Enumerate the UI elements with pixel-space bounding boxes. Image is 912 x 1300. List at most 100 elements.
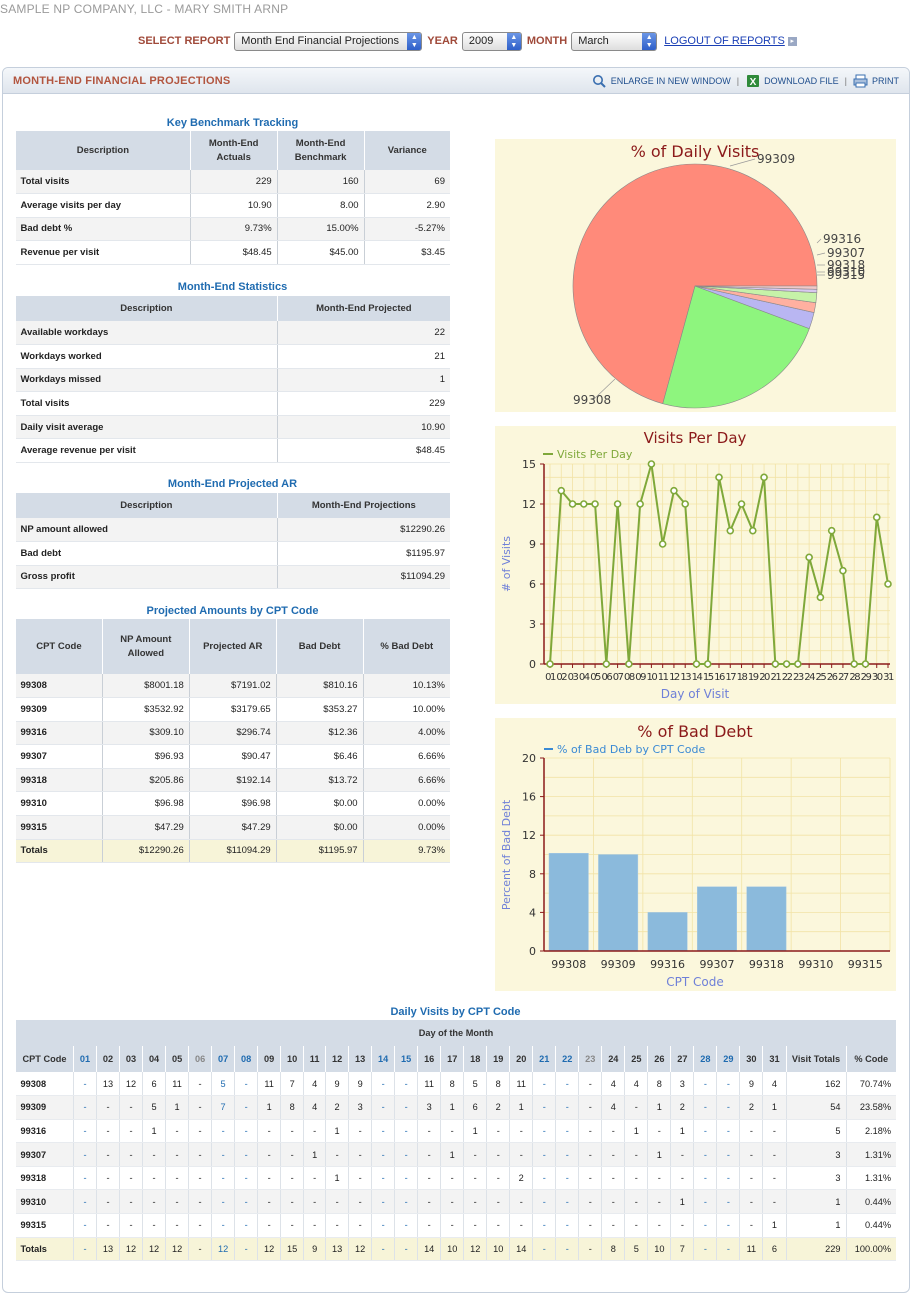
- cell: Total visits: [15, 391, 278, 416]
- pie-chart: % of Daily Visits 9930899309993169930799…: [572, 142, 865, 409]
- data-point: [715, 473, 723, 482]
- day-cell: -: [532, 1237, 556, 1262]
- enlarge-button[interactable]: ENLARGE IN NEW WINDOW: [592, 74, 731, 88]
- pie-label: 99316: [823, 232, 861, 246]
- year-select[interactable]: 2009 ▲ ▼: [461, 31, 522, 51]
- day-cell: -: [739, 1142, 763, 1167]
- day-header: 07: [211, 1046, 235, 1072]
- day-cell: 11: [257, 1072, 281, 1097]
- day-cell: 3: [348, 1095, 372, 1120]
- x-tick-label: 30: [872, 672, 883, 683]
- report-controls: SELECT REPORT Month End Financial Projec…: [138, 31, 797, 51]
- data-point: [737, 500, 746, 508]
- cell: 2.90: [363, 193, 450, 218]
- report-select[interactable]: Month End Financial Projections ▲ ▼: [234, 31, 423, 51]
- day-cell: 14: [509, 1237, 533, 1262]
- day-cell: 8: [440, 1072, 464, 1097]
- day-cell: -: [234, 1166, 258, 1191]
- cell: 0.00%: [362, 791, 450, 817]
- y-tick-label: 8: [529, 868, 536, 881]
- table-row: Daily visit average 10.90: [15, 415, 450, 440]
- x-tick-label: 16: [714, 672, 725, 683]
- y-tick-label: 0: [529, 658, 536, 671]
- day-cell: 11: [509, 1072, 533, 1097]
- pie-leader-line: [816, 252, 826, 256]
- table-row: 99315 $47.29 $47.29 $0.00 0.00%: [15, 815, 450, 840]
- data-point: [591, 500, 599, 508]
- table-row: Bad debt $1195.97: [15, 541, 450, 566]
- day-header: 31: [762, 1046, 786, 1072]
- cell: $47.29: [188, 815, 277, 840]
- month-select[interactable]: March ▲ ▼: [571, 31, 658, 51]
- day-cell: -: [555, 1237, 579, 1262]
- data-point: [782, 660, 791, 668]
- day-cell: -: [188, 1189, 212, 1215]
- cpt-table: CPT Code NP Amount Allowed Projected AR Bad…: [15, 619, 450, 864]
- day-header: 20: [509, 1046, 533, 1072]
- day-cell: -: [257, 1213, 281, 1238]
- day-cell: -: [532, 1189, 556, 1215]
- print-button[interactable]: PRINT: [853, 74, 899, 88]
- cell: $11094.29: [188, 839, 277, 864]
- day-header: 17: [440, 1046, 464, 1072]
- cpt-code-cell: 99315: [15, 1213, 74, 1238]
- day-header: 24: [601, 1046, 625, 1072]
- pct-code-cell: 0.44%: [845, 1213, 896, 1238]
- data-point: [816, 593, 825, 602]
- totals-row: Totals -13 12 12 12-12-12 15 9 13 12- -14 10 12 10 14…: [15, 1237, 896, 1262]
- logout-link[interactable]: LOGOUT OF REPORTS: [664, 35, 785, 47]
- day-cell: -: [716, 1119, 740, 1144]
- stats-title: Month-End Statistics: [177, 281, 288, 293]
- day-cell: 1: [670, 1189, 694, 1215]
- cell: Bad debt %: [15, 217, 191, 242]
- day-cell: -: [578, 1119, 602, 1144]
- day-cell: 9: [325, 1072, 349, 1097]
- year-select-value: 2009: [468, 35, 494, 47]
- x-axis-label: Day of Visit: [661, 687, 730, 701]
- day-cell: -: [394, 1142, 418, 1167]
- day-cell: -: [693, 1095, 717, 1120]
- day-cell: 3: [417, 1095, 441, 1120]
- day-cell: 15: [280, 1237, 304, 1262]
- separator: |: [736, 75, 740, 86]
- cell: Daily visit average: [15, 415, 278, 440]
- day-cell: -: [670, 1166, 694, 1191]
- download-button[interactable]: X DOWNLOAD FILE: [745, 74, 839, 88]
- day-cell: -: [234, 1213, 258, 1238]
- day-cell: -: [532, 1119, 556, 1144]
- day-cell: -: [280, 1119, 304, 1144]
- day-cell: 10: [486, 1237, 510, 1262]
- day-cell: -: [325, 1189, 349, 1215]
- cell: 9.73%: [189, 217, 278, 242]
- day-cell: -: [72, 1237, 97, 1262]
- bar-chart-panel: % of Bad Debt % of Bad Deb by CPT Code C…: [495, 718, 896, 991]
- day-cell: 2: [739, 1095, 763, 1120]
- col-header: Month-End Actuals: [189, 131, 278, 170]
- pct-code-cell: 0.44%: [845, 1189, 896, 1215]
- cell: $1195.97: [275, 839, 364, 864]
- table-row: Available workdays 22: [15, 321, 450, 346]
- data-point: [827, 526, 836, 535]
- visit-total-cell: 3: [785, 1166, 846, 1191]
- day-header: 23: [578, 1046, 602, 1072]
- cell: $0.00: [275, 815, 364, 840]
- y-tick-label: 20: [522, 752, 536, 765]
- x-tick-label: 28: [849, 672, 860, 683]
- x-tick-label: 11: [658, 672, 669, 683]
- day-cell: -: [142, 1166, 166, 1191]
- day-cell: 11: [739, 1237, 763, 1262]
- visit-total-cell: 54: [785, 1095, 846, 1120]
- cpt-code-cell: 99308: [15, 1072, 74, 1097]
- day-header: 10: [280, 1046, 304, 1072]
- day-cell: -: [234, 1119, 258, 1144]
- day-cell: -: [647, 1166, 671, 1191]
- day-cell: -: [555, 1166, 579, 1191]
- day-cell: -: [693, 1189, 717, 1215]
- cell: Workdays missed: [15, 368, 278, 393]
- day-cell: -: [532, 1142, 556, 1167]
- day-cell: -: [119, 1119, 143, 1144]
- cell: $3179.65: [188, 697, 277, 722]
- col-header: Month-End Projections: [276, 493, 450, 518]
- day-cell: -: [555, 1119, 579, 1144]
- day-cell: -: [693, 1072, 717, 1097]
